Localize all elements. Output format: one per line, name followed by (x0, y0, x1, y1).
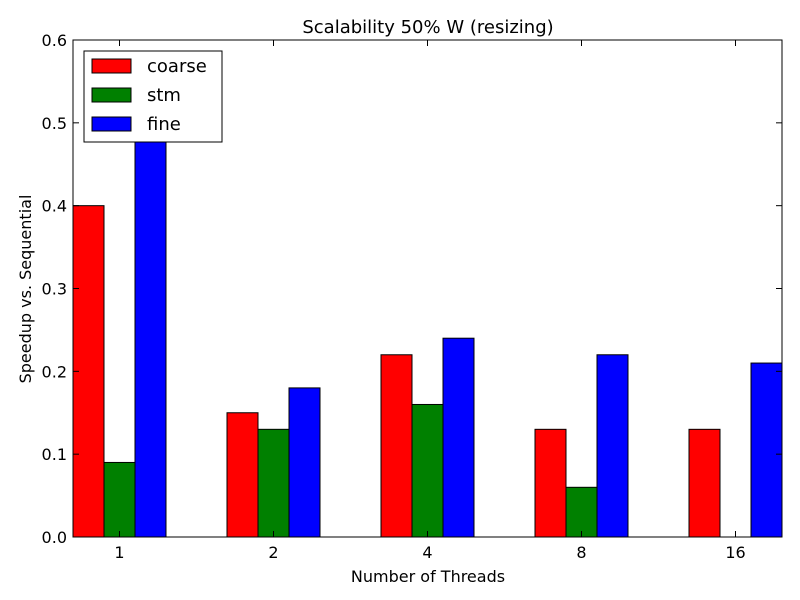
legend-label-coarse: coarse (147, 56, 207, 77)
legend-swatch-stm (91, 87, 132, 103)
x-tick-label: 1 (114, 543, 124, 562)
bar-stm-4 (411, 403, 444, 538)
y-tick-label: 0.1 (42, 445, 67, 464)
bar-stm-2 (257, 428, 290, 538)
legend-swatch-fine (91, 116, 132, 132)
bar-fine-16 (750, 362, 783, 538)
x-tick-label: 8 (576, 543, 586, 562)
y-tick-label: 0.4 (42, 197, 67, 216)
x-tick-label: 4 (422, 543, 432, 562)
bars-group (72, 138, 783, 538)
y-axis-ticks: 0.0 0.1 0.2 0.3 0.4 0.5 0.6 (42, 31, 782, 547)
y-tick-label: 0.2 (42, 362, 67, 381)
y-tick-label: 0.6 (42, 31, 67, 50)
legend-swatch-coarse (91, 58, 132, 74)
y-tick-label: 0.0 (42, 528, 67, 547)
bar-fine-1 (134, 138, 167, 538)
bar-fine-8 (596, 354, 629, 538)
bar-coarse-2 (226, 412, 259, 538)
x-tick-label: 2 (268, 543, 278, 562)
x-tick-label: 16 (725, 543, 745, 562)
bar-coarse-4 (380, 354, 413, 538)
x-axis-ticks: 1 2 4 8 16 (114, 40, 746, 562)
legend: coarse stm fine (83, 50, 223, 143)
y-tick-label: 0.3 (42, 280, 67, 299)
bar-coarse-16 (688, 428, 721, 538)
y-axis-label: Speedup vs. Sequential (16, 195, 35, 384)
bar-stm-1 (103, 461, 136, 538)
legend-label-stm: stm (147, 85, 181, 106)
bar-coarse-8 (534, 428, 567, 538)
legend-label-fine: fine (147, 114, 181, 135)
bar-stm-8 (565, 486, 598, 538)
y-tick-label: 0.5 (42, 114, 67, 133)
bar-fine-4 (442, 337, 475, 538)
chart-title: Scalability 50% W (resizing) (302, 17, 553, 38)
x-axis-label: Number of Threads (351, 567, 505, 586)
bar-fine-2 (288, 387, 321, 538)
